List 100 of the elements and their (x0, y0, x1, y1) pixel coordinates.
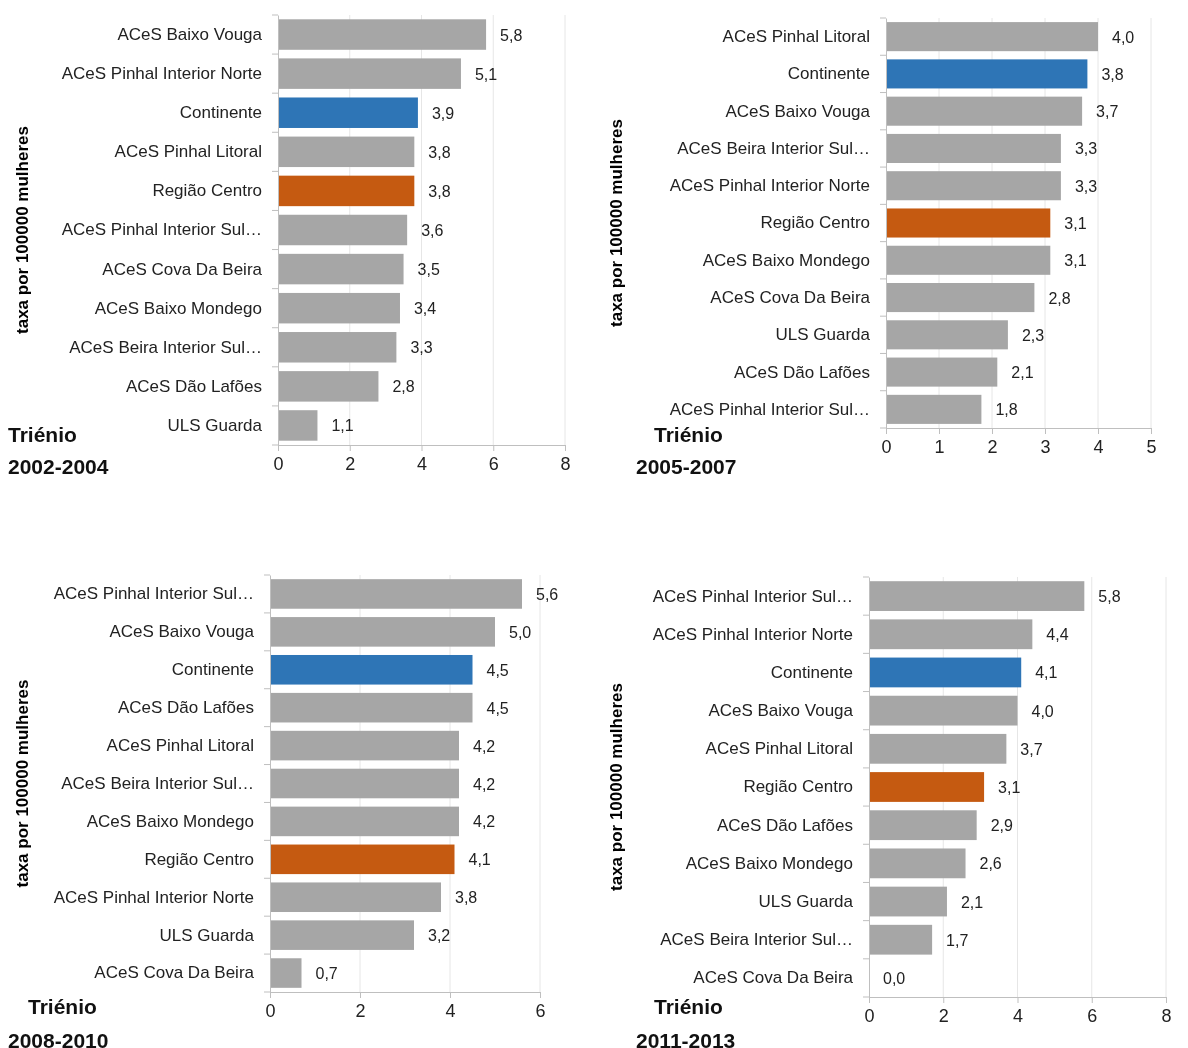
y-tick-label: ACeS Baixo Mondego (685, 853, 853, 873)
y-tick-label: ACeS Cova Da Beira (94, 963, 255, 983)
x-tick-label: 4 (1093, 437, 1104, 458)
data-label: 3,8 (428, 182, 451, 200)
bar (278, 371, 379, 402)
bar (869, 848, 966, 879)
data-label: 5,8 (500, 26, 523, 44)
y-axis-title: taxa por 100000 mulheres (607, 683, 626, 891)
y-tick-label: ACeS Baixo Vouga (109, 622, 255, 642)
y-tick-label: ACeS Baixo Mondego (94, 298, 262, 318)
data-label: 3,1 (998, 779, 1021, 796)
bar (869, 733, 1007, 764)
bar (270, 958, 302, 988)
text: Triénio 2005-2007 (636, 423, 737, 478)
x-tick-label: 0 (265, 1001, 276, 1022)
bar (278, 214, 408, 246)
x-tick-label: 1 (934, 437, 945, 458)
bar (278, 58, 461, 89)
bar (869, 619, 1033, 650)
bar (869, 695, 1018, 726)
bar (278, 19, 487, 50)
y-tick-label: ACeS Baixo Vouga (725, 101, 871, 121)
data-label: 4,0 (1031, 702, 1054, 720)
x-tick-label: 4 (416, 454, 428, 475)
y-tick-label: Região Centro (144, 849, 254, 869)
bar (886, 357, 998, 387)
y-tick-label: ACeS Pinhal Interior Norte (652, 624, 853, 644)
data-label: 3,7 (1096, 103, 1119, 121)
data-label: 3,3 (1074, 177, 1098, 195)
x-tick-label: 3 (1040, 437, 1051, 458)
bar (886, 394, 982, 424)
bar (886, 59, 1088, 89)
data-label: 2,3 (1021, 326, 1045, 344)
y-axis-title: taxa por 100000 mulheres (607, 119, 626, 327)
x-tick-label: 6 (488, 454, 499, 475)
bar (270, 768, 459, 799)
bar (886, 171, 1061, 201)
bar (869, 581, 1085, 611)
y-tick-label: Continente (770, 662, 853, 682)
x-tick-label: 0 (881, 437, 892, 458)
y-tick-label: ACeS Baixo Vouga (708, 701, 854, 721)
y-tick-label: Continente (179, 103, 262, 123)
y-tick-label: ACeS Dão Lafões (733, 362, 870, 382)
y-tick-label: ACeS Pinhal Interior Norte (669, 176, 870, 196)
y-tick-label: ACeS Pinhal Interior Sul… (652, 586, 853, 606)
bar (886, 208, 1051, 238)
y-tick-label: Região Centro (760, 213, 870, 233)
y-tick-label: ACeS Cova Da Beira (102, 259, 263, 279)
bar (270, 654, 473, 685)
bar (886, 320, 1008, 350)
y-axis-title: taxa por 100000 mulheres (13, 679, 32, 888)
y-tick-label: Região Centro (743, 777, 853, 797)
x-tick-label: 8 (1161, 1006, 1172, 1027)
x-tick-label: 4 (1012, 1006, 1024, 1027)
bar (886, 283, 1035, 313)
y-tick-label: ACeS Pinhal Litoral (705, 739, 853, 759)
data-label: 4,4 (1046, 626, 1069, 644)
y-tick-label: ACeS Pinhal Interior Norte (61, 64, 262, 84)
x-tick-label: 2 (938, 1006, 949, 1027)
data-label: 5,8 (1098, 588, 1121, 606)
text: Triénio 2008-2010 (8, 995, 109, 1048)
bar (270, 692, 473, 723)
data-label: 2,8 (392, 378, 415, 396)
data-label: 2,1 (960, 893, 984, 911)
data-label: 1,7 (946, 931, 969, 949)
data-label: 3,8 (428, 143, 451, 161)
y-tick-label: ACeS Pinhal Interior Sul… (669, 399, 870, 419)
y-tick-label: ACeS Pinhal Interior Sul… (61, 220, 262, 240)
y-tick-label: Continente (787, 64, 870, 84)
x-tick-label: 6 (1087, 1006, 1098, 1027)
y-tick-label: ACeS Pinhal Interior Sul… (53, 584, 254, 604)
bar (886, 245, 1051, 275)
y-tick-label: ACeS Dão Lafões (125, 376, 262, 396)
y-tick-label: ULS Guarda (758, 891, 854, 911)
y-tick-label: ACeS Cova Da Beira (710, 287, 871, 307)
y-tick-label: ACeS Beira Interior Sul… (61, 773, 254, 793)
data-label: 3,1 (1064, 252, 1087, 270)
data-label: 5,0 (509, 623, 532, 641)
y-tick-label: ACeS Pinhal Litoral (114, 142, 262, 162)
x-tick-label: 0 (864, 1006, 875, 1027)
data-label: 3,8 (1101, 65, 1124, 83)
data-label: 3,9 (431, 104, 455, 122)
data-label: 2,8 (1048, 289, 1071, 307)
bar (270, 882, 441, 913)
y-tick-label: ULS Guarda (775, 325, 871, 345)
x-tick-label: 0 (273, 454, 284, 475)
x-tick-label: 2 (355, 1001, 366, 1022)
data-label: 1,1 (331, 417, 354, 435)
y-tick-label: ACeS Pinhal Litoral (722, 27, 870, 47)
bar (278, 253, 404, 285)
data-label: 2,9 (990, 817, 1014, 835)
data-label: 4,1 (1035, 664, 1058, 682)
data-label: 3,3 (410, 339, 433, 357)
data-label: 0,0 (883, 969, 906, 987)
x-tick-label: 2 (345, 454, 356, 475)
y-tick-label: ACeS Pinhal Interior Norte (53, 887, 254, 907)
x-tick-label: 5 (1146, 437, 1157, 458)
data-label: 1,8 (995, 401, 1018, 419)
data-label: 3,8 (455, 889, 478, 907)
data-label: 5,1 (474, 65, 498, 83)
